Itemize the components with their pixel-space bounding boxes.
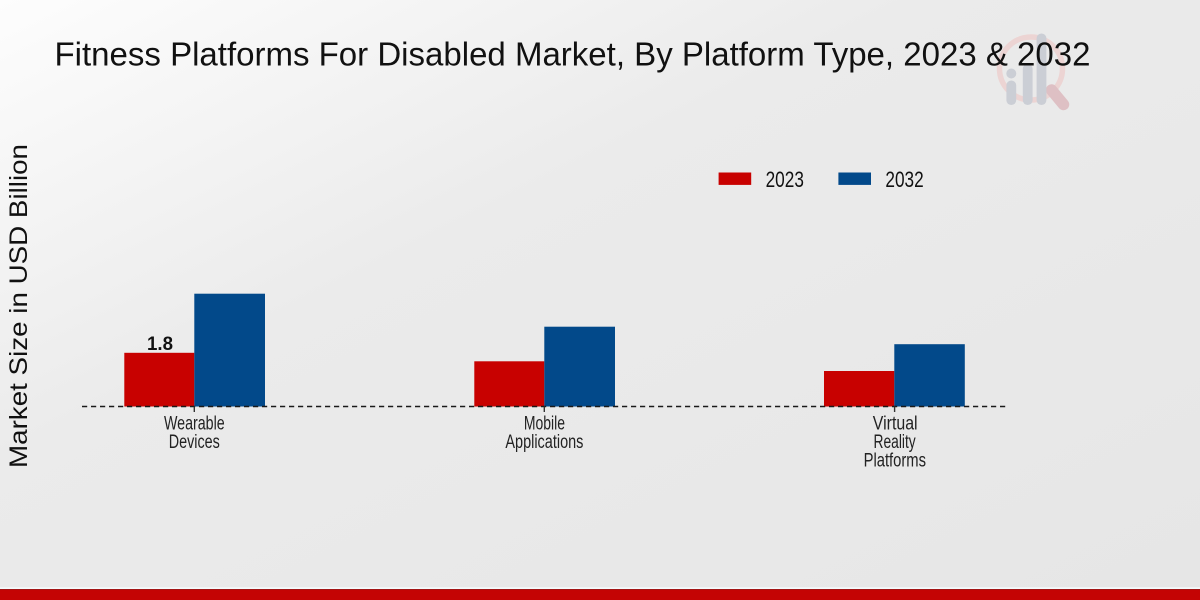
svg-text:Wearable: Wearable bbox=[164, 414, 225, 435]
svg-text:Fitness Platforms For Disabled: Fitness Platforms For Disabled Market, B… bbox=[55, 36, 1091, 73]
svg-text:2023: 2023 bbox=[766, 167, 804, 192]
svg-text:Applications: Applications bbox=[505, 432, 583, 453]
svg-text:2032: 2032 bbox=[885, 167, 923, 192]
svg-text:Virtual: Virtual bbox=[873, 414, 918, 435]
svg-text:Platforms: Platforms bbox=[864, 451, 926, 472]
svg-text:Reality: Reality bbox=[874, 432, 917, 453]
svg-text:Mobile: Mobile bbox=[524, 414, 565, 435]
svg-text:1.8: 1.8 bbox=[147, 334, 173, 355]
svg-text:Market Size in USD Billion: Market Size in USD Billion bbox=[5, 144, 33, 468]
svg-text:Devices: Devices bbox=[169, 432, 220, 453]
